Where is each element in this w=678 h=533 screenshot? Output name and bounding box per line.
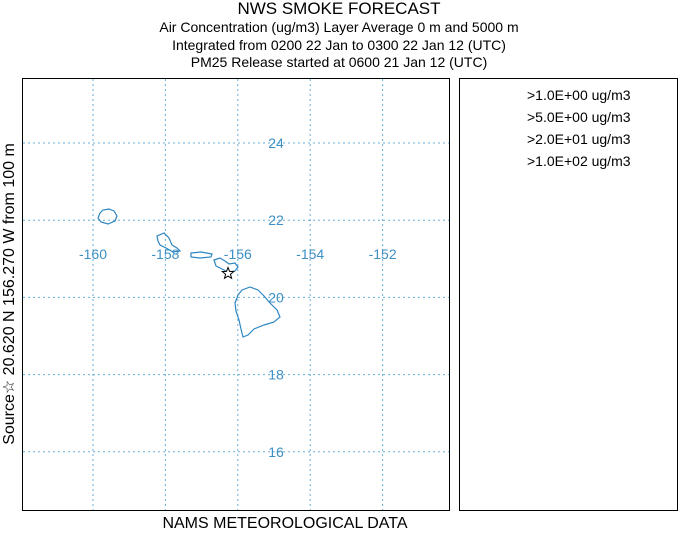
lon-tick-label: -160 bbox=[79, 246, 107, 262]
coast-niihau bbox=[97, 208, 118, 225]
lat-tick-label: 22 bbox=[268, 212, 284, 228]
lon-tick-label: -158 bbox=[151, 246, 179, 262]
lon-tick-label: -154 bbox=[296, 246, 324, 262]
subtitle-release: PM25 Release started at 0600 21 Jan 12 (… bbox=[190, 54, 488, 70]
lat-tick-label: 20 bbox=[268, 289, 284, 305]
coast-molokai bbox=[190, 251, 213, 259]
map-panel: -160 -158 -156 -154 -152 24 22 20 18 16 bbox=[22, 78, 450, 511]
coast-maui bbox=[213, 257, 239, 273]
coastline-layer bbox=[97, 208, 281, 338]
source-star-shape bbox=[220, 266, 235, 280]
source-location-label: Source☆ 20.620 N 156.270 W from 100 m bbox=[1, 143, 18, 445]
chart-title: NWS SMOKE FORECAST bbox=[237, 0, 441, 18]
map-canvas: -160 -158 -156 -154 -152 24 22 20 18 16 bbox=[23, 79, 449, 510]
legend-item: >1.0E+02 ug/m3 bbox=[527, 153, 631, 169]
subtitle-concentration: Air Concentration (ug/m3) Layer Average … bbox=[159, 19, 519, 35]
coast-oahu bbox=[156, 232, 182, 253]
lat-tick-label: 16 bbox=[268, 444, 284, 460]
lat-tick-label: 24 bbox=[268, 135, 284, 151]
legend-panel: >1.0E+00 ug/m3 >5.0E+00 ug/m3 >2.0E+01 u… bbox=[459, 78, 678, 511]
lat-tick-label: 18 bbox=[268, 367, 284, 383]
lon-tick-label: -156 bbox=[224, 246, 252, 262]
met-data-label: NAMS METEOROLOGICAL DATA bbox=[162, 515, 408, 532]
legend-item: >2.0E+01 ug/m3 bbox=[527, 131, 631, 147]
legend-item: >5.0E+00 ug/m3 bbox=[527, 109, 631, 125]
coast-hawaii bbox=[234, 286, 281, 338]
tick-label-layer: -160 -158 -156 -154 -152 24 22 20 18 16 bbox=[79, 135, 397, 460]
subtitle-integration: Integrated from 0200 22 Jan to 0300 22 J… bbox=[172, 37, 506, 53]
legend-item: >1.0E+00 ug/m3 bbox=[527, 87, 631, 103]
lon-tick-label: -152 bbox=[369, 246, 397, 262]
grid-layer bbox=[23, 79, 449, 510]
source-star-icon bbox=[220, 266, 235, 280]
